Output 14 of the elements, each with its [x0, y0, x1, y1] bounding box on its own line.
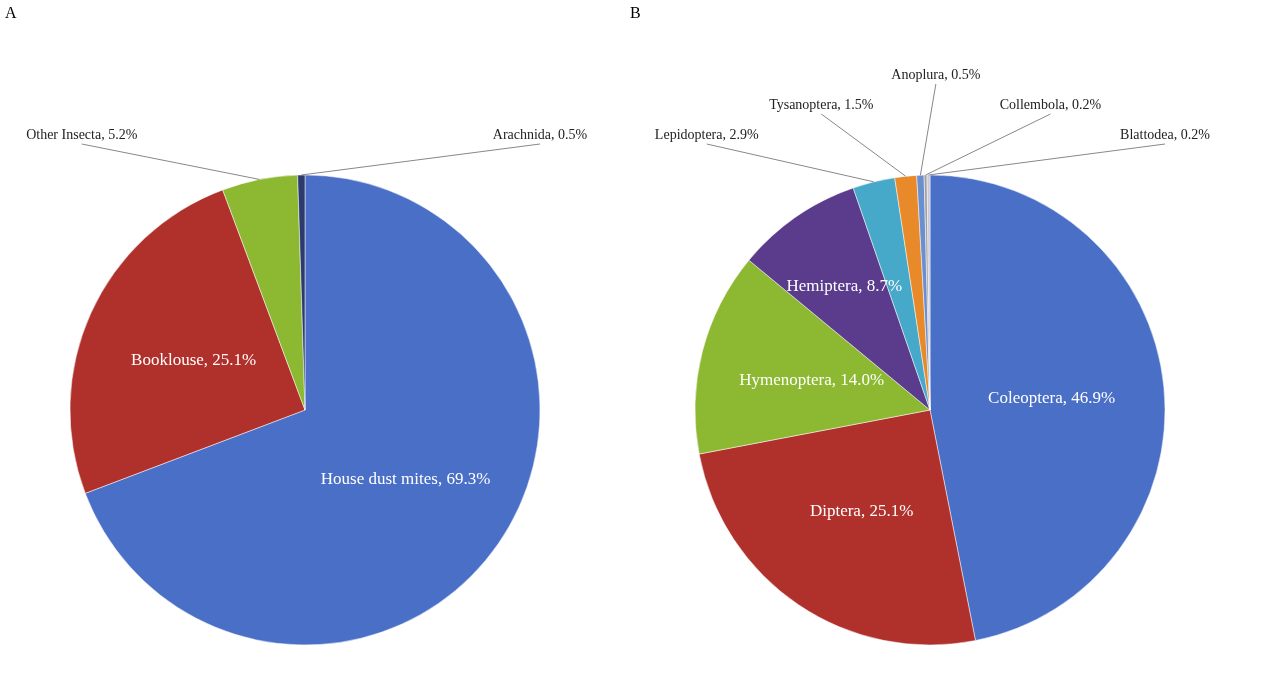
chart-title: B	[630, 4, 641, 21]
slice-label: Lepidoptera, 2.9%	[654, 127, 759, 142]
chart-title: A	[5, 4, 17, 21]
slice-label: Tysanoptera, 1.5%	[769, 97, 874, 112]
slice-label: Blattodea, 0.2%	[1120, 127, 1211, 142]
slice-label: Anoplura, 0.5%	[891, 67, 981, 82]
slice-label: Other Insecta, 5.2%	[26, 127, 138, 142]
slice-label: Arachnida, 0.5%	[492, 127, 588, 142]
slice-label: House dust mites, 69.3%	[320, 469, 491, 489]
slice-label: Diptera, 25.1%	[809, 501, 914, 521]
slice-label: Hymenoptera, 14.0%	[739, 369, 885, 389]
slice-label: Coleoptera, 46.9%	[988, 388, 1116, 408]
slice-label: Booklouse, 25.1%	[131, 349, 257, 369]
slice-label: Collembola, 0.2%	[999, 97, 1102, 112]
